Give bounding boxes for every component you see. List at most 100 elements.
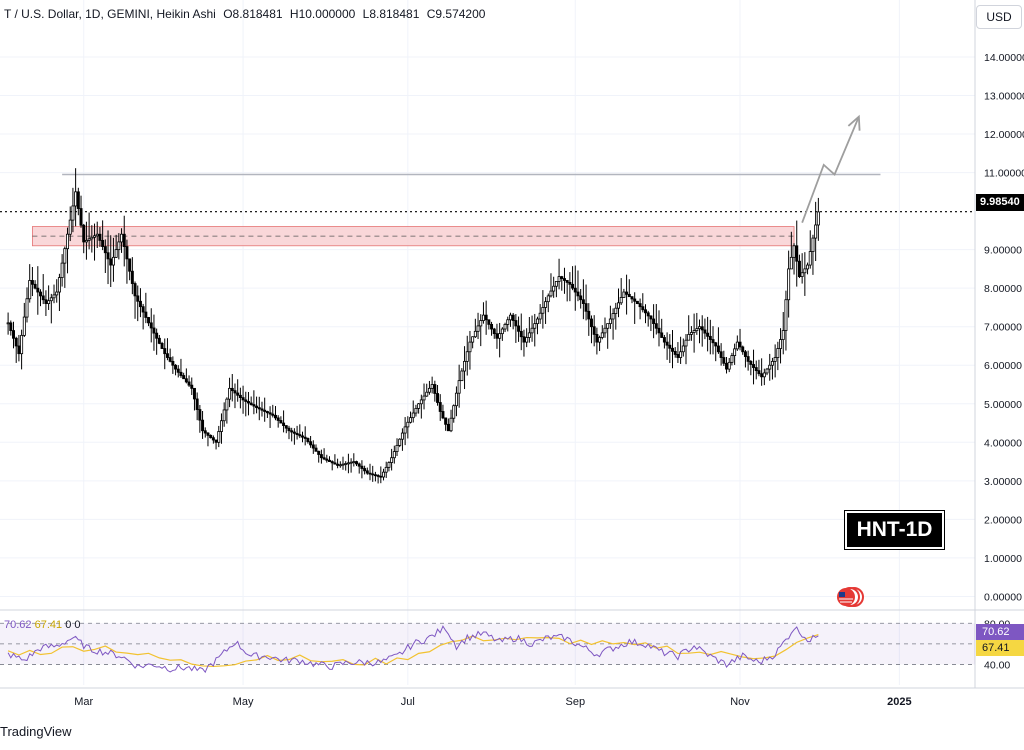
candle-body bbox=[333, 462, 337, 465]
candle-body bbox=[255, 405, 259, 409]
candle-body bbox=[511, 314, 515, 321]
candle-body bbox=[506, 319, 510, 325]
candle-body bbox=[727, 361, 731, 370]
candle-body bbox=[649, 315, 653, 320]
last-price-tag: 9.98540 bbox=[976, 194, 1024, 211]
candle-body bbox=[98, 233, 102, 241]
candle-body bbox=[233, 390, 237, 394]
candle-body bbox=[576, 291, 580, 297]
candle-body bbox=[627, 293, 631, 298]
candle-body bbox=[760, 373, 764, 378]
candle-body bbox=[387, 462, 391, 468]
candle-body bbox=[263, 409, 267, 412]
candle-body bbox=[468, 341, 472, 353]
candle-body bbox=[465, 351, 469, 362]
candle-body bbox=[417, 403, 421, 409]
candle-body bbox=[595, 334, 599, 343]
currency-button[interactable]: USD bbox=[976, 5, 1022, 29]
candle-body bbox=[644, 309, 647, 314]
candle-body bbox=[114, 249, 118, 258]
chart-legend: T / U.S. Dollar, 1D, GEMINI, Heikin Ashi… bbox=[4, 7, 489, 21]
candle-body bbox=[314, 447, 318, 452]
candle-body bbox=[174, 364, 178, 370]
candle-body bbox=[444, 417, 448, 425]
x-tick-label: May bbox=[233, 696, 254, 708]
candle-body bbox=[452, 405, 456, 419]
low-value: L8.818481 bbox=[362, 7, 420, 21]
candle-body bbox=[714, 342, 718, 347]
candle-body bbox=[147, 317, 151, 324]
candle-body bbox=[716, 345, 720, 353]
candle-body bbox=[411, 412, 415, 419]
candle-body bbox=[101, 239, 105, 247]
candle-body bbox=[57, 277, 61, 293]
candle-body bbox=[708, 335, 712, 340]
candle-body bbox=[652, 318, 656, 325]
candle-body bbox=[495, 333, 499, 339]
rsi-ma-line bbox=[7, 633, 819, 668]
candle-body bbox=[47, 300, 51, 304]
candle-body bbox=[25, 298, 29, 318]
candle-body bbox=[471, 336, 475, 343]
candle-body bbox=[671, 347, 674, 352]
candle-body bbox=[646, 312, 650, 317]
candle-body bbox=[244, 399, 248, 402]
candle-body bbox=[325, 458, 329, 461]
candle-body bbox=[619, 297, 623, 304]
candle-body bbox=[55, 291, 59, 296]
y-tick-label: 0.00000 bbox=[984, 591, 1022, 603]
candle-body bbox=[703, 329, 707, 334]
candle-body bbox=[155, 332, 159, 339]
candle-body bbox=[457, 380, 461, 394]
candle-body bbox=[592, 326, 596, 335]
candle-body bbox=[733, 348, 737, 357]
rsi-legend: 70.62 67.41 0 0 bbox=[4, 619, 81, 631]
candle-body bbox=[430, 384, 434, 389]
candle-body bbox=[195, 398, 199, 410]
y-tick-label: 6.00000 bbox=[984, 360, 1022, 372]
candle-body bbox=[730, 355, 734, 363]
us-flag-icon[interactable] bbox=[836, 587, 864, 607]
candle-body bbox=[298, 434, 302, 437]
tradingview-logo[interactable]: TradingView bbox=[0, 724, 72, 739]
y-tick-label: 5.00000 bbox=[984, 399, 1022, 411]
candle-body bbox=[322, 457, 326, 460]
candle-body bbox=[438, 402, 442, 412]
candle-body bbox=[579, 295, 583, 301]
candle-body bbox=[746, 356, 750, 362]
candle-body bbox=[519, 330, 523, 338]
candle-body bbox=[449, 417, 453, 432]
candle-body bbox=[514, 320, 518, 327]
candle-body bbox=[301, 435, 304, 438]
candle-body bbox=[74, 191, 78, 207]
candle-body bbox=[633, 298, 637, 302]
candle-body bbox=[473, 330, 477, 338]
candle-body bbox=[336, 463, 340, 466]
candle-body bbox=[484, 314, 488, 321]
rsi-legend-value: 70.62 bbox=[4, 619, 32, 631]
candle-body bbox=[271, 413, 275, 416]
candle-body bbox=[635, 300, 639, 304]
y-tick-label: 3.00000 bbox=[984, 476, 1022, 488]
candle-body bbox=[257, 407, 261, 410]
candle-body bbox=[295, 432, 299, 435]
candle-body bbox=[341, 463, 345, 466]
candle-body bbox=[217, 431, 221, 443]
candle-body bbox=[749, 360, 753, 365]
candle-body bbox=[765, 368, 769, 374]
candle-body bbox=[222, 409, 226, 422]
y-tick-label: 9.00000 bbox=[984, 245, 1022, 257]
rsi-y-tick: 40.00 bbox=[984, 659, 1010, 671]
candle-body bbox=[368, 472, 372, 475]
candle-body bbox=[103, 246, 107, 254]
candle-body bbox=[711, 339, 715, 344]
candle-body bbox=[546, 295, 550, 303]
candle-body bbox=[492, 328, 496, 335]
candle-body bbox=[773, 357, 777, 362]
candle-body bbox=[692, 330, 696, 333]
candle-body bbox=[568, 281, 572, 285]
candle-body bbox=[587, 310, 591, 320]
candle-body bbox=[287, 427, 291, 432]
